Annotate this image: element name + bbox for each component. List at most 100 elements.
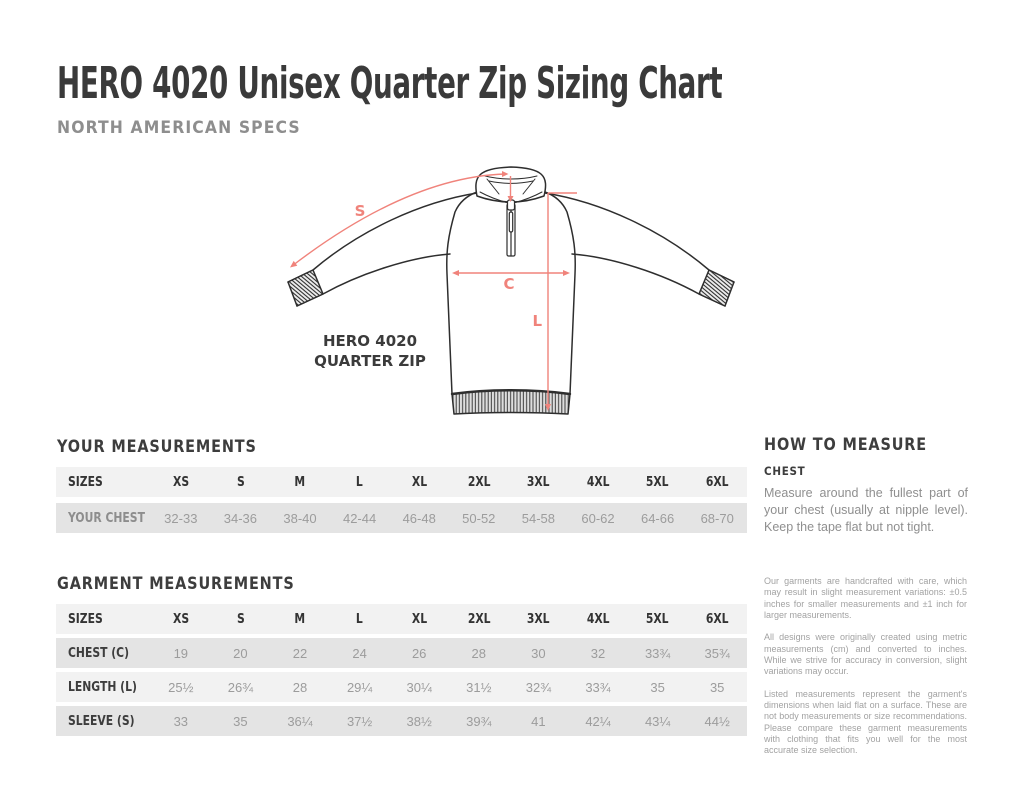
measurement-notes: Our garments are handcrafted with care, … bbox=[764, 576, 967, 768]
row-label: SLEEVE (S) bbox=[68, 713, 135, 729]
column-header-size: XS bbox=[172, 474, 189, 490]
column-header-size: 6XL bbox=[705, 474, 729, 490]
row-label: YOUR CHEST bbox=[68, 510, 145, 526]
measurement-value: 24 bbox=[352, 645, 367, 661]
column-header-size: L bbox=[356, 611, 364, 627]
column-header-size: 5XL bbox=[646, 611, 669, 627]
measurement-value: 35¾ bbox=[704, 645, 730, 661]
measurement-value: 32¾ bbox=[525, 679, 552, 695]
row-label: LENGTH (L) bbox=[68, 679, 137, 695]
collar-left-fold bbox=[479, 191, 509, 204]
measurement-value: 20 bbox=[233, 645, 248, 661]
column-header-size: 3XL bbox=[527, 474, 550, 490]
measurement-value: 42-44 bbox=[342, 510, 377, 526]
measurement-value: 19 bbox=[173, 645, 189, 661]
measurement-value: 43¼ bbox=[644, 713, 671, 729]
garment-measurements-table: SIZES XS S M L XL 2XL 3XL 4XL 5XL 6XL CHEST (C) 19 20… bbox=[56, 604, 747, 740]
sleeve-arrowhead-drop bbox=[507, 196, 514, 202]
column-header-size: M bbox=[294, 474, 306, 490]
measurement-value: 35 bbox=[709, 679, 725, 695]
column-header-size: 2XL bbox=[467, 611, 491, 627]
column-header-sizes: SIZES bbox=[68, 611, 103, 627]
how-to-measure-section: HOW TO MEASURE CHEST Measure around the … bbox=[764, 437, 968, 535]
garment-diagram: S C L HERO 4020 QUARTER ZIP bbox=[263, 156, 763, 432]
measurement-value: 64-66 bbox=[640, 510, 675, 526]
measurement-value: 35 bbox=[650, 679, 665, 695]
measurement-value: 33¾ bbox=[644, 645, 671, 661]
sleeve-measure-label: S bbox=[355, 202, 366, 220]
measurement-value: 46-48 bbox=[402, 510, 436, 526]
measurement-value: 30¼ bbox=[406, 679, 432, 695]
garment-measurements-heading: GARMENT MEASUREMENTS bbox=[57, 574, 295, 594]
diagram-product-label-line2: QUARTER ZIP bbox=[314, 352, 426, 370]
table-row: CHEST (C) 19 20 22 24 26 28 30 32 33¾ 35¾ bbox=[56, 638, 747, 668]
measurement-value: 44½ bbox=[704, 713, 730, 729]
how-to-measure-subheading: CHEST bbox=[764, 464, 806, 478]
note-paragraph: Listed measurements represent the garmen… bbox=[764, 688, 967, 756]
zipper-slider bbox=[506, 199, 516, 211]
column-header-size: L bbox=[356, 474, 364, 490]
measurement-value: 42¼ bbox=[585, 713, 611, 729]
measurement-value: 35 bbox=[233, 713, 248, 729]
measurement-value: 38½ bbox=[406, 713, 432, 729]
column-header-size: 4XL bbox=[586, 611, 610, 627]
measurement-value: 54-58 bbox=[521, 510, 556, 526]
how-to-measure-heading: HOW TO MEASURE bbox=[764, 435, 928, 455]
sleeve-arrowhead-collar bbox=[502, 171, 509, 177]
column-header-size: XL bbox=[411, 474, 427, 490]
table-row: LENGTH (L) 25½ 26¾ 28 29¼ 30¼ 31½ 32¾ 33¾ 35 35 bbox=[56, 672, 747, 702]
your-measurements-heading: YOUR MEASUREMENTS bbox=[57, 437, 257, 457]
column-header-size: 2XL bbox=[467, 474, 491, 490]
note-paragraph: All designs were originally created usin… bbox=[764, 632, 967, 677]
collar-right-crease bbox=[522, 178, 536, 195]
measurement-value: 22 bbox=[292, 645, 308, 661]
column-header-size: 4XL bbox=[586, 474, 610, 490]
chest-arrowhead-left bbox=[452, 270, 459, 276]
length-measure-label: L bbox=[532, 312, 542, 330]
measurement-value: 33 bbox=[173, 713, 189, 729]
collar-right-fold bbox=[513, 191, 543, 204]
table-header-row: SIZES XS S M L XL 2XL 3XL 4XL 5XL 6XL bbox=[56, 604, 747, 634]
measurement-value: 50-52 bbox=[462, 510, 496, 526]
measurement-value: 32-33 bbox=[164, 510, 198, 526]
length-arrowhead bbox=[545, 404, 551, 411]
measurement-value: 26¾ bbox=[227, 679, 254, 695]
table-row: YOUR CHEST 32-33 34-36 38-40 42-44 46-48 50-52… bbox=[56, 503, 747, 533]
column-header-size: S bbox=[236, 474, 245, 490]
right-sleeve-top-line bbox=[544, 192, 735, 283]
table-row: SLEEVE (S) 33 35 36¼ 37½ 38½ 39¾ 41 42¼ 43¼ 44½ bbox=[56, 706, 747, 736]
hem-band bbox=[451, 389, 571, 415]
measurement-value: 39¾ bbox=[466, 713, 492, 729]
sleeve-measure-line bbox=[291, 173, 506, 267]
collar-left-crease bbox=[486, 178, 500, 195]
right-sleeve-bottom-line bbox=[571, 253, 726, 307]
measurement-value: 29¼ bbox=[346, 679, 373, 695]
column-header-sizes: SIZES bbox=[68, 474, 103, 490]
note-paragraph: Our garments are handcrafted with care, … bbox=[764, 576, 967, 620]
left-cuff bbox=[287, 269, 324, 307]
sleeve-arrowhead-cuff bbox=[290, 260, 298, 268]
measurement-value: 30 bbox=[531, 645, 546, 661]
measurement-value: 34-36 bbox=[223, 510, 258, 526]
page-title: HERO 4020 Unisex Quarter Zip Sizing Char… bbox=[57, 58, 723, 109]
table-header-row: SIZES XS S M L XL 2XL 3XL 4XL 5XL 6XL bbox=[56, 467, 747, 497]
measurement-value: 68-70 bbox=[700, 510, 734, 526]
column-header-size: XL bbox=[411, 611, 427, 627]
column-header-size: S bbox=[236, 611, 245, 627]
measurement-value: 32 bbox=[590, 645, 606, 661]
your-measurements-table: SIZES XS S M L XL 2XL 3XL 4XL 5XL 6XL YOUR CHEST 32-… bbox=[56, 467, 747, 539]
measurement-value: 37½ bbox=[346, 713, 373, 729]
column-header-size: M bbox=[294, 611, 306, 627]
measurement-value: 60-62 bbox=[581, 510, 615, 526]
column-header-size: XS bbox=[172, 611, 189, 627]
column-header-size: 3XL bbox=[527, 611, 550, 627]
measurement-value: 33¾ bbox=[585, 679, 611, 695]
measurement-value: 25½ bbox=[168, 679, 194, 695]
measurement-value: 36¼ bbox=[287, 713, 313, 729]
row-label: CHEST (C) bbox=[68, 645, 130, 661]
measurement-value: 31½ bbox=[466, 679, 492, 695]
quarter-zip-illustration: S C L HERO 4020 QUARTER ZIP bbox=[287, 166, 735, 415]
right-cuff bbox=[698, 269, 735, 307]
left-sleeve-top-line bbox=[287, 192, 478, 283]
